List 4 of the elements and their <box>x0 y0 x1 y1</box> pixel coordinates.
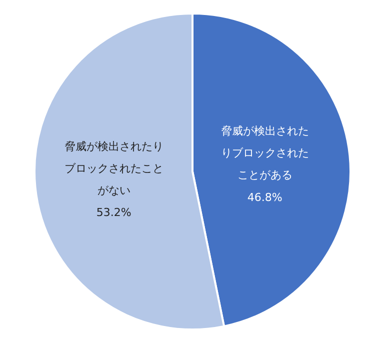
data-label: 46.8% <box>247 190 282 204</box>
slice-label: 脅威が検出されたりブロックされたことがある <box>220 124 309 182</box>
data-label: 53.2% <box>96 206 132 220</box>
slice-label: 脅威が検出されたりブロックされたことがない <box>64 140 164 197</box>
